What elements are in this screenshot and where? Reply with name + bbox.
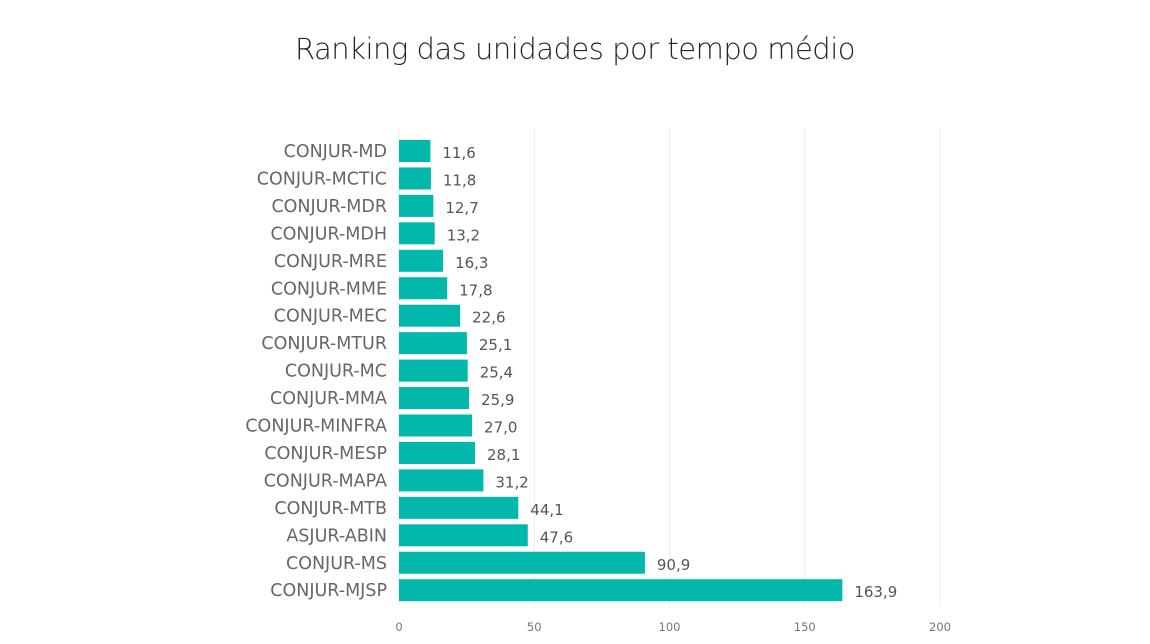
- category-label: CONJUR-MINFRA: [245, 417, 387, 437]
- bar: [399, 194, 434, 217]
- bar: [399, 441, 476, 464]
- data-label: 90,9: [657, 556, 690, 574]
- data-label: 11,8: [443, 171, 476, 189]
- x-tick-label: 100: [659, 620, 681, 634]
- data-label: 163,9: [854, 583, 897, 601]
- bar: [399, 277, 448, 300]
- bar: [399, 249, 444, 272]
- category-label: CONJUR-MEC: [274, 307, 387, 327]
- category-label: CONJUR-MDH: [270, 224, 387, 244]
- category-label: CONJUR-MMA: [270, 389, 387, 409]
- data-label: 47,6: [540, 528, 573, 546]
- data-label: 16,3: [455, 254, 488, 272]
- data-label: 44,1: [530, 501, 563, 519]
- data-label: 11,6: [442, 144, 475, 162]
- category-label: CONJUR-MRE: [274, 252, 387, 272]
- bar: [399, 496, 519, 519]
- bar: [399, 359, 468, 382]
- data-label: 31,2: [495, 473, 528, 491]
- data-label: 13,2: [447, 226, 480, 244]
- bar: [399, 140, 431, 162]
- category-label: CONJUR-MTB: [274, 499, 387, 519]
- bar: [399, 551, 645, 574]
- category-label: CONJUR-MME: [271, 279, 387, 299]
- category-label: CONJUR-MD: [284, 142, 387, 162]
- data-label: 25,9: [481, 391, 514, 409]
- x-tick-label: 200: [929, 620, 951, 634]
- bar: [399, 579, 843, 602]
- chart-title: Ranking das unidades por tempo médio: [294, 32, 856, 66]
- category-label: CONJUR-MS: [286, 554, 387, 574]
- category-label: CONJUR-MJSP: [270, 581, 387, 601]
- bar: [399, 304, 461, 327]
- category-label: CONJUR-MDR: [271, 197, 387, 217]
- category-label: CONJUR-MCTIC: [257, 169, 387, 189]
- data-label: 22,6: [472, 309, 505, 327]
- bar: [399, 524, 528, 547]
- data-label: 17,8: [459, 281, 492, 299]
- x-tick-label: 50: [527, 620, 542, 634]
- bar: [399, 414, 473, 437]
- data-label: 25,4: [480, 364, 513, 382]
- category-label: ASJUR-ABIN: [286, 526, 387, 546]
- data-label: 28,1: [487, 446, 520, 464]
- category-label: CONJUR-MESP: [264, 444, 387, 464]
- bar: [399, 469, 484, 492]
- category-label: CONJUR-MTUR: [261, 334, 387, 354]
- bar: [399, 167, 431, 190]
- data-label: 12,7: [445, 199, 478, 217]
- x-tick-label: 0: [395, 620, 402, 634]
- bar: [399, 222, 435, 245]
- bar: [399, 387, 470, 410]
- category-label: CONJUR-MAPA: [264, 471, 387, 491]
- x-tick-label: 150: [794, 620, 816, 634]
- category-label: CONJUR-MC: [285, 362, 387, 382]
- data-label: 27,0: [484, 419, 517, 437]
- bar: [399, 332, 467, 355]
- data-label: 25,1: [479, 336, 512, 354]
